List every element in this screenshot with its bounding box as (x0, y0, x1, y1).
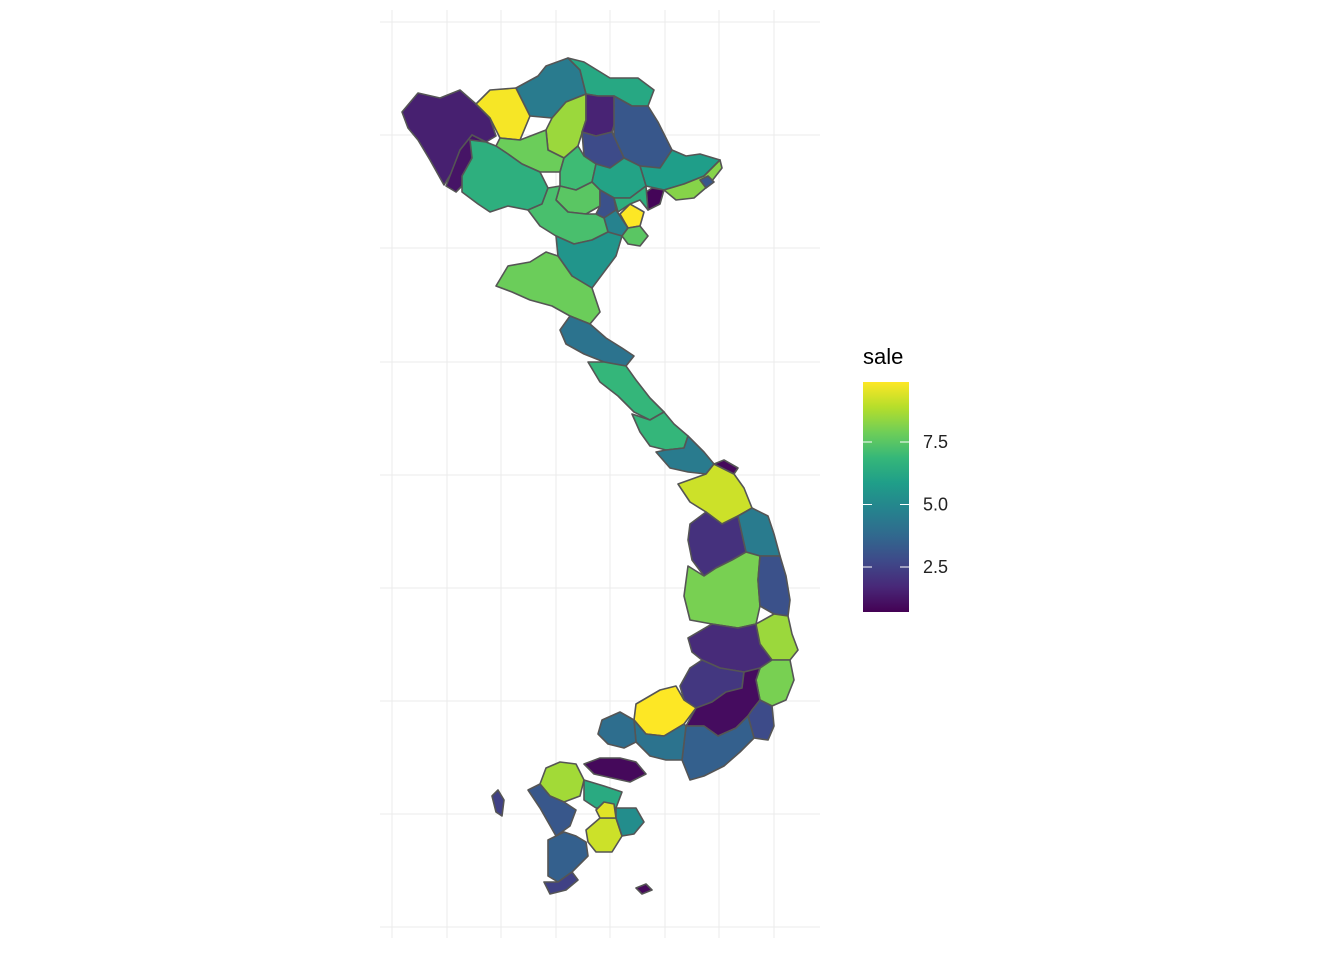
province-region (587, 361, 665, 421)
province-region (527, 783, 577, 837)
province-region (655, 435, 715, 475)
province-region (755, 659, 795, 707)
province-region (681, 715, 755, 781)
province-region (613, 185, 649, 213)
province-region (559, 315, 635, 367)
province-region (757, 555, 791, 617)
province-region (631, 411, 689, 451)
province-region (699, 175, 715, 189)
province-region (713, 459, 739, 475)
legend-title: sale (863, 344, 903, 369)
province-region (543, 871, 579, 895)
legend-tick-label: 5.0 (923, 495, 948, 515)
province-region (597, 711, 637, 749)
province-region (475, 87, 531, 141)
province-region (581, 93, 619, 137)
province-region (491, 789, 505, 817)
province-region (633, 719, 687, 761)
province-region (547, 831, 589, 883)
province-region (621, 225, 649, 247)
province-region (615, 807, 645, 837)
province-region (585, 817, 623, 853)
map-legend: sale 7.5 5.0 2.5 (863, 344, 948, 612)
legend-tick-label: 7.5 (923, 432, 948, 452)
legend-tick-label: 2.5 (923, 557, 948, 577)
province-region (495, 251, 601, 325)
province-region (635, 883, 653, 895)
legend-colorbar (863, 382, 909, 612)
province-region (595, 801, 617, 819)
province-region (583, 757, 647, 783)
